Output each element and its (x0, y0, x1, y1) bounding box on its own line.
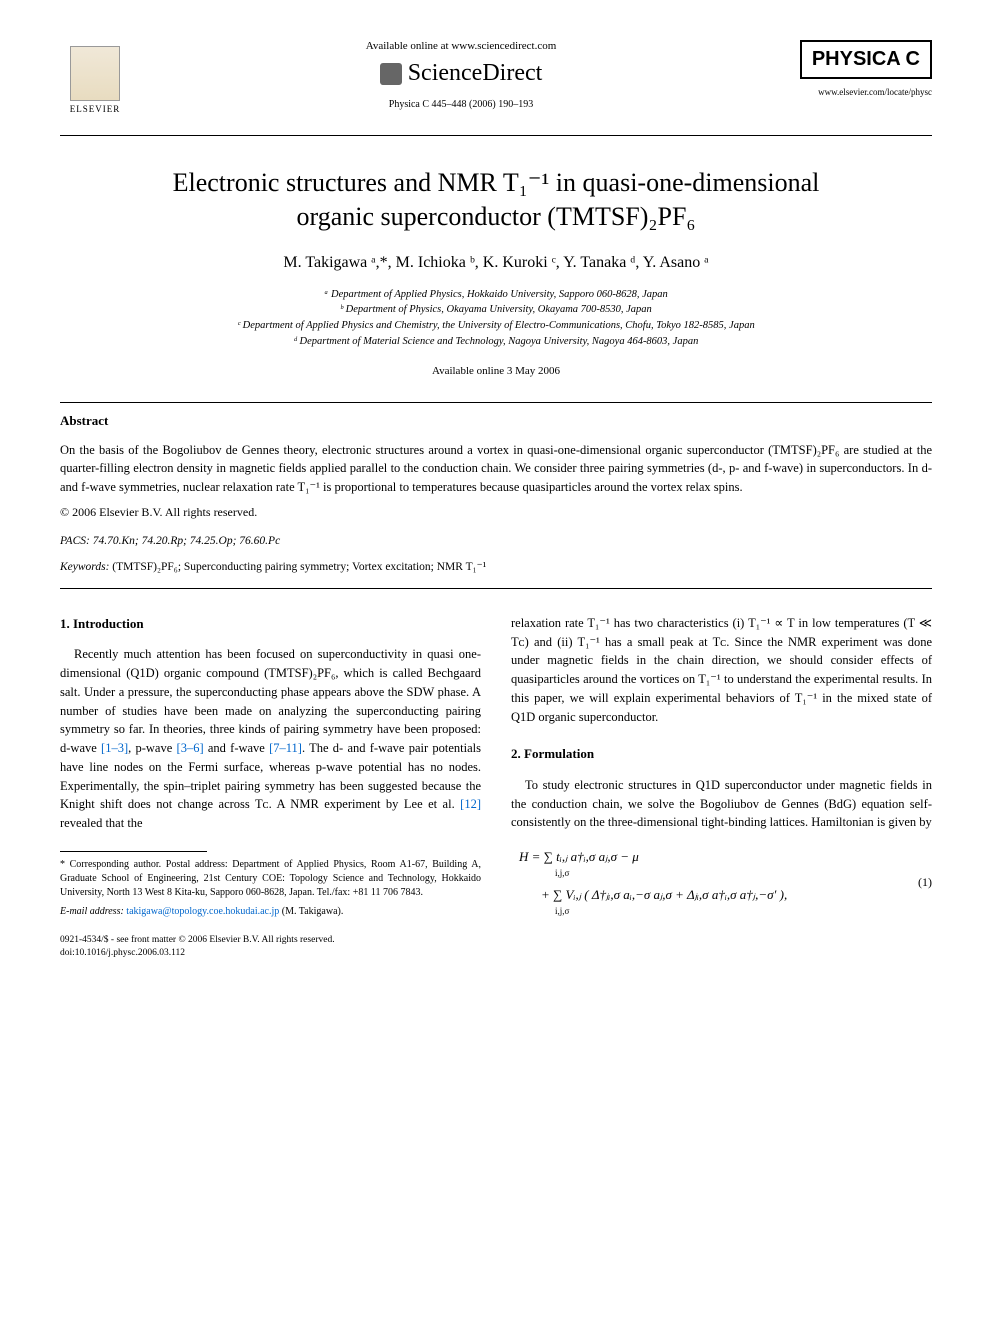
abstract-copyright: © 2006 Elsevier B.V. All rights reserved… (60, 505, 932, 520)
page-header: ELSEVIER Available online at www.science… (60, 40, 932, 120)
keywords-line: Keywords: (TMTSF)₂PF₆; Superconducting p… (60, 559, 932, 573)
affiliation-b: ᵇ Department of Physics, Okayama Univers… (60, 302, 932, 318)
email-author: (M. Takigawa). (279, 906, 343, 917)
introduction-heading: 1. Introduction (60, 614, 481, 634)
sciencedirect-text: ScienceDirect (408, 60, 543, 87)
abstract-top-divider (60, 402, 932, 403)
equation-content: H = ∑ tᵢ,ⱼ a†ᵢ,σ aⱼ,σ − μ i,j,σ + ∑ Vᵢ,ⱼ… (511, 844, 918, 920)
eq-line-2: + ∑ Vᵢ,ⱼ ( Δ†ⱼᵢ,σ aᵢ,−σ aⱼ,σ + Δⱼᵢ,σ a†ᵢ… (541, 887, 787, 902)
elsevier-label: ELSEVIER (70, 104, 121, 114)
available-online-text: Available online at www.sciencedirect.co… (130, 40, 792, 52)
body-columns: 1. Introduction Recently much attention … (60, 614, 932, 961)
abstract-bottom-divider (60, 588, 932, 589)
affiliation-a: ᵃ Department of Applied Physics, Hokkaid… (60, 287, 932, 303)
article-title: Electronic structures and NMR T₁⁻¹ in qu… (60, 166, 932, 234)
affiliations-block: ᵃ Department of Applied Physics, Hokkaid… (60, 287, 932, 350)
intro-paragraph-2: relaxation rate T₁⁻¹ has two characteris… (511, 614, 932, 727)
authors-list: M. Takigawa ᵃ,*, M. Ichioka ᵇ, K. Kuroki… (60, 254, 932, 272)
issn-line: 0921-4534/$ - see front matter © 2006 El… (60, 934, 481, 947)
footnote-email-line: E-mail address: takigawa@topology.coe.ho… (60, 904, 481, 919)
header-center: Available online at www.sciencedirect.co… (130, 40, 792, 110)
formulation-heading: 2. Formulation (511, 744, 932, 764)
left-column: 1. Introduction Recently much attention … (60, 614, 481, 961)
corresponding-author-footnote: * Corresponding author. Postal address: … (60, 858, 481, 900)
equation-1: H = ∑ tᵢ,ⱼ a†ᵢ,σ aⱼ,σ − μ i,j,σ + ∑ Vᵢ,ⱼ… (511, 844, 932, 920)
ref-link-4[interactable]: [12] (460, 797, 481, 811)
journal-logo-block: PHYSICA C www.elsevier.com/locate/physc (792, 40, 932, 97)
intro-text-a: Recently much attention has been focused… (60, 647, 481, 755)
ref-link-1[interactable]: [1–3] (101, 741, 128, 755)
available-date: Available online 3 May 2006 (60, 365, 932, 377)
affiliation-c: ᶜ Department of Applied Physics and Chem… (60, 318, 932, 334)
ref-link-3[interactable]: [7–11] (269, 741, 302, 755)
journal-reference: Physica C 445–448 (2006) 190–193 (130, 99, 792, 110)
elsevier-tree-icon (70, 46, 120, 101)
sciencedirect-logo: ScienceDirect (130, 60, 792, 87)
abstract-heading: Abstract (60, 413, 932, 429)
elsevier-logo: ELSEVIER (60, 40, 130, 120)
keywords-text: (TMTSF)₂PF₆; Superconducting pairing sym… (109, 561, 486, 573)
footnote-divider (60, 851, 207, 852)
ref-link-2[interactable]: [3–6] (177, 741, 204, 755)
header-divider (60, 135, 932, 136)
intro-text-b: , p-wave (128, 741, 176, 755)
journal-url: www.elsevier.com/locate/physc (792, 87, 932, 97)
formulation-paragraph-1: To study electronic structures in Q1D su… (511, 776, 932, 832)
right-column: relaxation rate T₁⁻¹ has two characteris… (511, 614, 932, 961)
sciencedirect-icon (380, 63, 402, 85)
eq-line-1: H = ∑ tᵢ,ⱼ a†ᵢ,σ aⱼ,σ − μ (519, 849, 639, 864)
physica-c-logo: PHYSICA C (800, 40, 932, 79)
title-line-1: Electronic structures and NMR T₁⁻¹ in qu… (173, 168, 820, 197)
keywords-label: Keywords: (60, 561, 109, 573)
intro-text-e: revealed that the (60, 816, 143, 830)
email-label: E-mail address: (60, 906, 124, 917)
pacs-codes: PACS: 74.70.Kn; 74.20.Rp; 74.25.Op; 76.6… (60, 535, 932, 547)
equation-number: (1) (918, 873, 932, 891)
front-matter-info: 0921-4534/$ - see front matter © 2006 El… (60, 934, 481, 961)
doi-line: doi:10.1016/j.physc.2006.03.112 (60, 947, 481, 960)
affiliation-d: ᵈ Department of Material Science and Tec… (60, 334, 932, 350)
intro-paragraph-1: Recently much attention has been focused… (60, 645, 481, 833)
abstract-text: On the basis of the Bogoliubov de Gennes… (60, 441, 932, 497)
title-line-2: organic superconductor (TMTSF)₂PF₆ (297, 202, 696, 231)
corresponding-email[interactable]: takigawa@topology.coe.hokudai.ac.jp (126, 906, 279, 917)
intro-text-c: and f-wave (204, 741, 270, 755)
